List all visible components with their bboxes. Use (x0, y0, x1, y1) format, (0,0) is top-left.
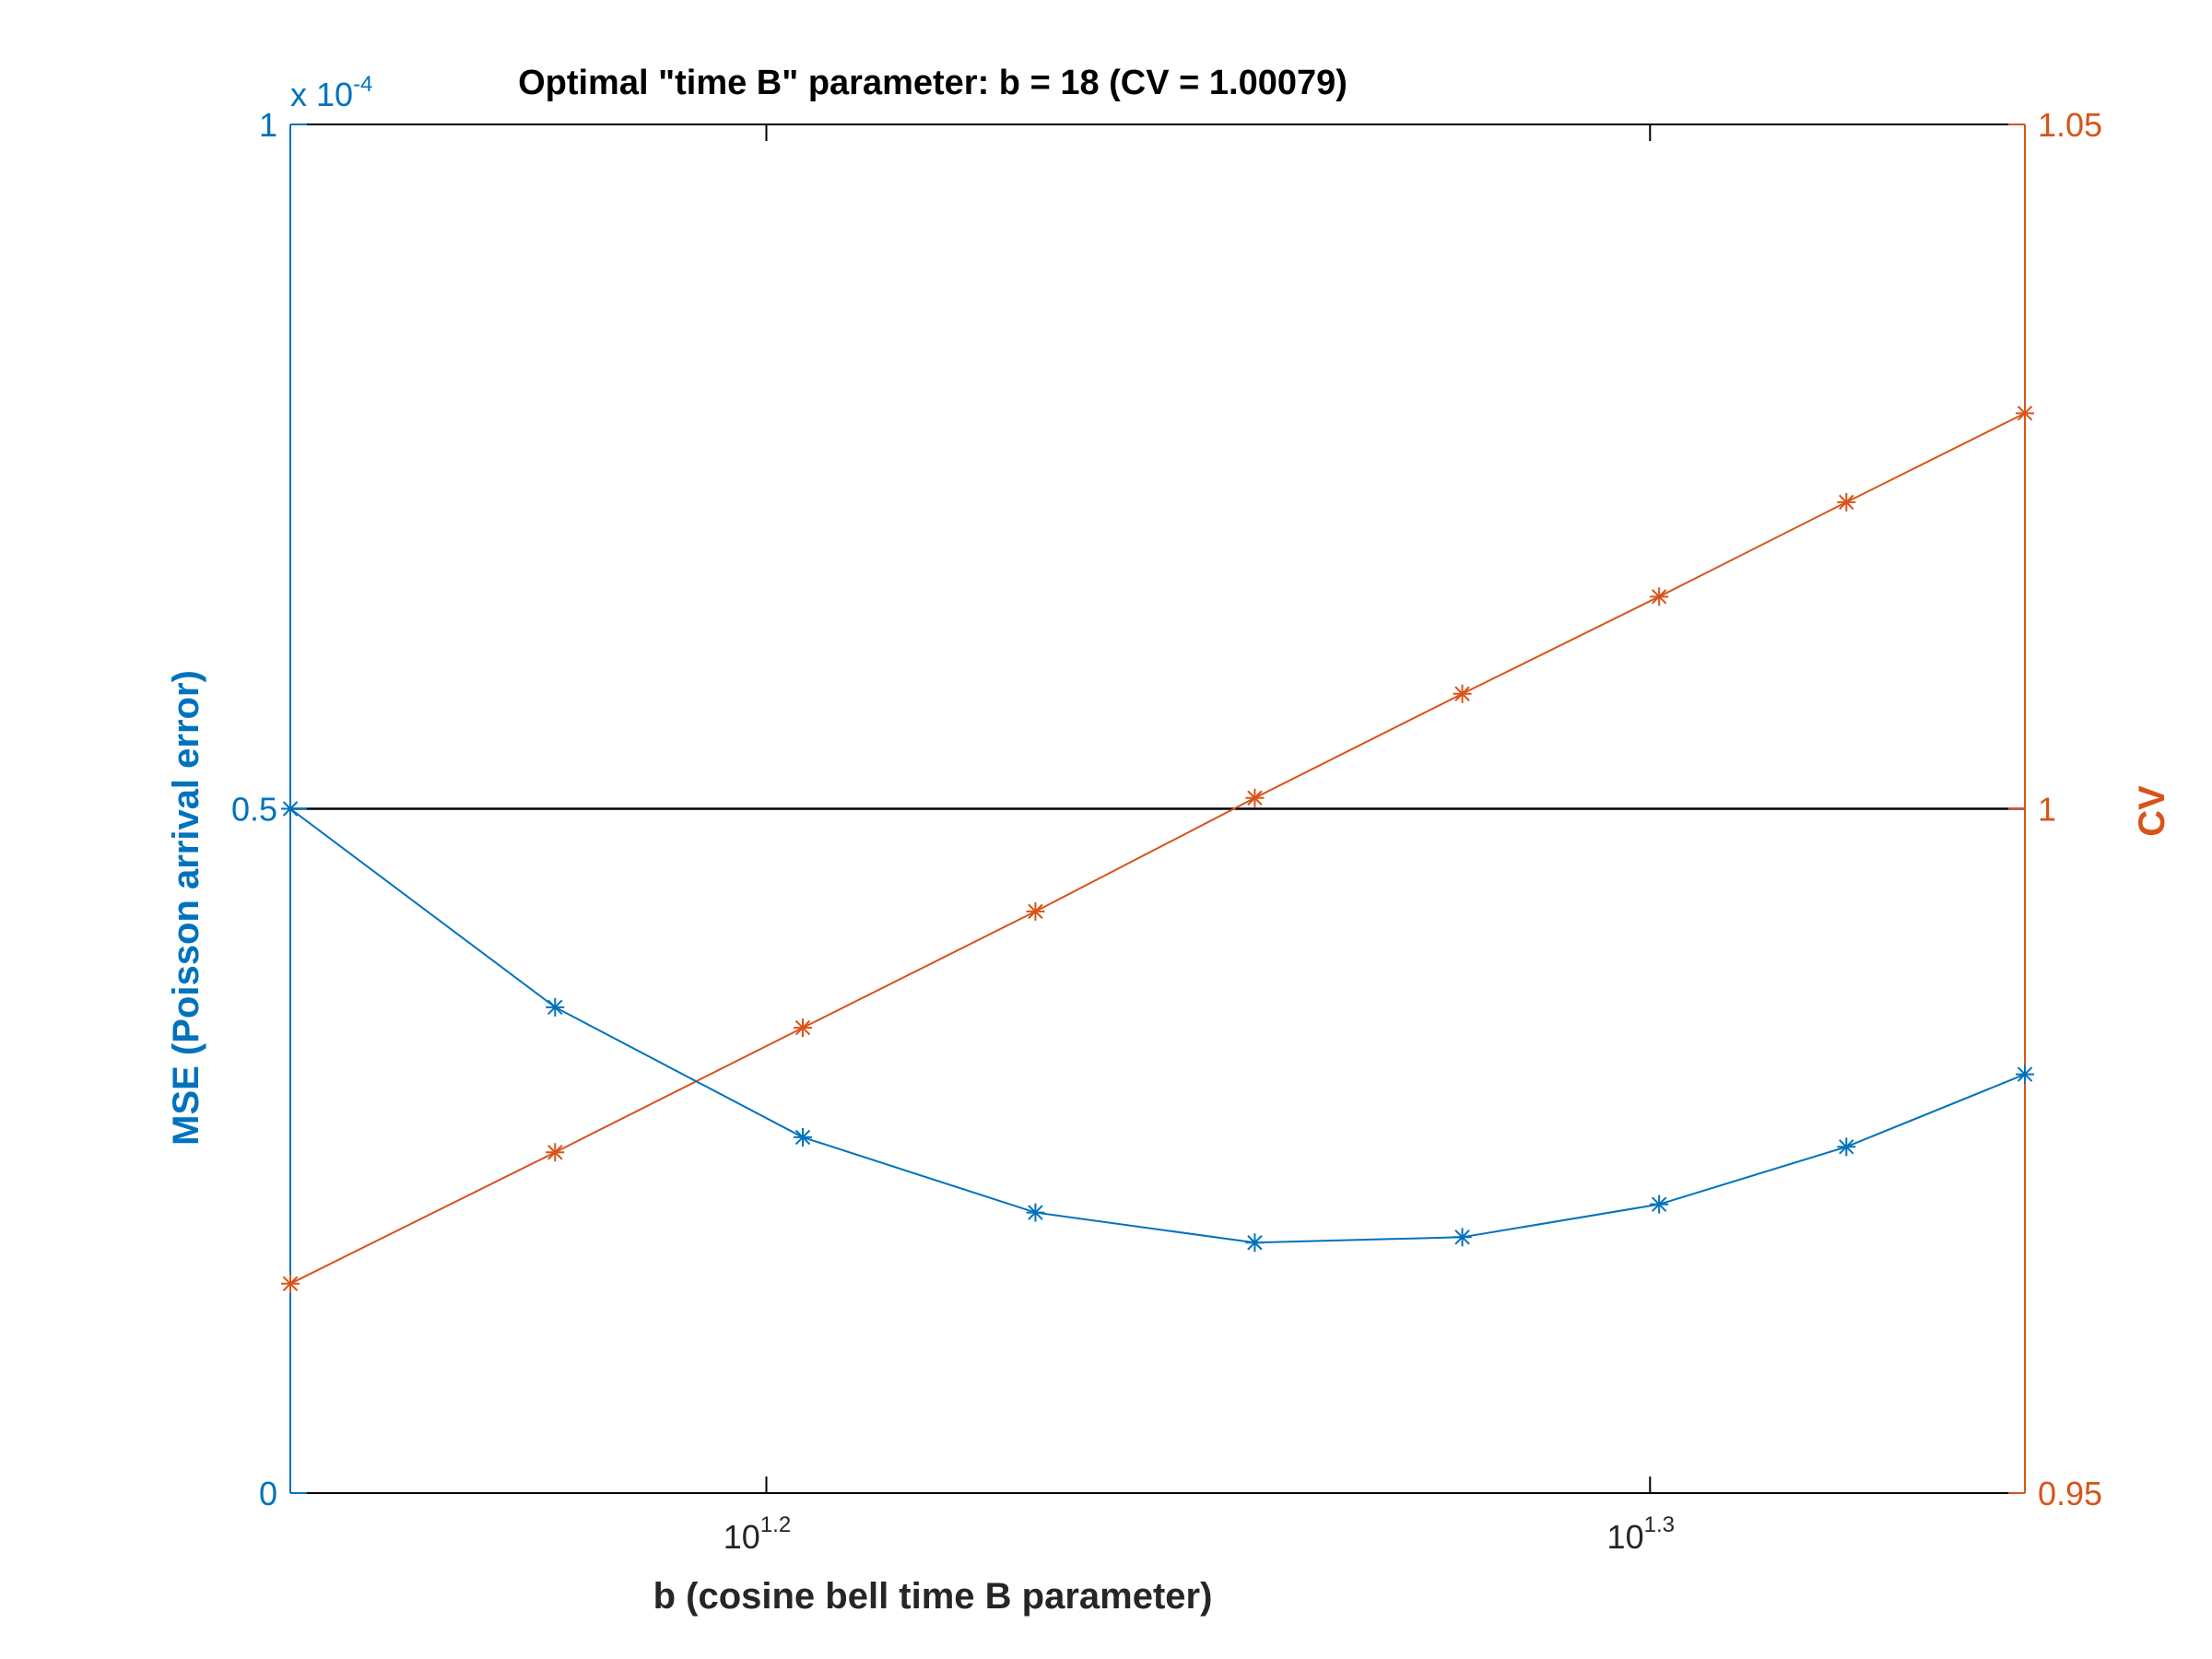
x-tick-label: 101.2 (724, 1512, 791, 1556)
x-axis-ticks: 101.2 101.3 (724, 124, 1675, 1556)
left-y-axis-ticks: 00.51 (231, 106, 307, 1512)
mse-point (1650, 1194, 1669, 1214)
cv-point (1026, 901, 1045, 921)
cv-point (546, 1143, 565, 1162)
mse-point (546, 997, 565, 1017)
cv-point (1837, 492, 1856, 512)
cv-point (1650, 587, 1669, 606)
right-y-tick-label: 1.05 (2038, 106, 2102, 144)
x-tick-exponent: 1.2 (760, 1512, 791, 1537)
chart-title: Optimal "time B" parameter: b = 18 (CV =… (518, 64, 1347, 102)
cv-point (1245, 788, 1265, 807)
cv-point (1453, 684, 1472, 703)
multiplier-base: x 10 (290, 76, 353, 113)
cv-point (794, 1018, 813, 1038)
right-y-tick-label: 0.95 (2038, 1475, 2102, 1512)
multiplier-exponent: -4 (353, 72, 372, 97)
x-tick-label: 101.3 (1607, 1512, 1675, 1556)
x-tick-base: 10 (1607, 1518, 1644, 1556)
mse-point (281, 799, 300, 818)
cv-point (2016, 404, 2034, 423)
x-axis-label: b (cosine bell time B parameter) (653, 1576, 1213, 1617)
left-y-tick-label: 1 (259, 106, 277, 144)
mse-point (2016, 1065, 2034, 1084)
left-axis-multiplier: x 10-4 (290, 72, 372, 113)
cv-point (281, 1274, 300, 1293)
left-y-tick-label: 0 (259, 1475, 277, 1512)
series-mse (281, 799, 2034, 1253)
right-y-axis-label: CV (2132, 785, 2172, 837)
mse-point (794, 1127, 813, 1147)
left-y-tick-label: 0.5 (231, 791, 277, 829)
mse-point (1453, 1228, 1472, 1247)
mse-point (1245, 1233, 1265, 1253)
mse-point (1026, 1203, 1045, 1222)
x-tick-exponent: 1.3 (1644, 1512, 1675, 1537)
mse-point (1837, 1137, 1856, 1157)
right-y-tick-label: 1 (2038, 791, 2056, 829)
left-y-axis-label: MSE (Poisson arrival error) (166, 670, 206, 1146)
series-cv (281, 404, 2034, 1293)
x-tick-base: 10 (724, 1518, 760, 1556)
right-y-axis-ticks: 0.95 1 1.05 (2008, 106, 2102, 1512)
